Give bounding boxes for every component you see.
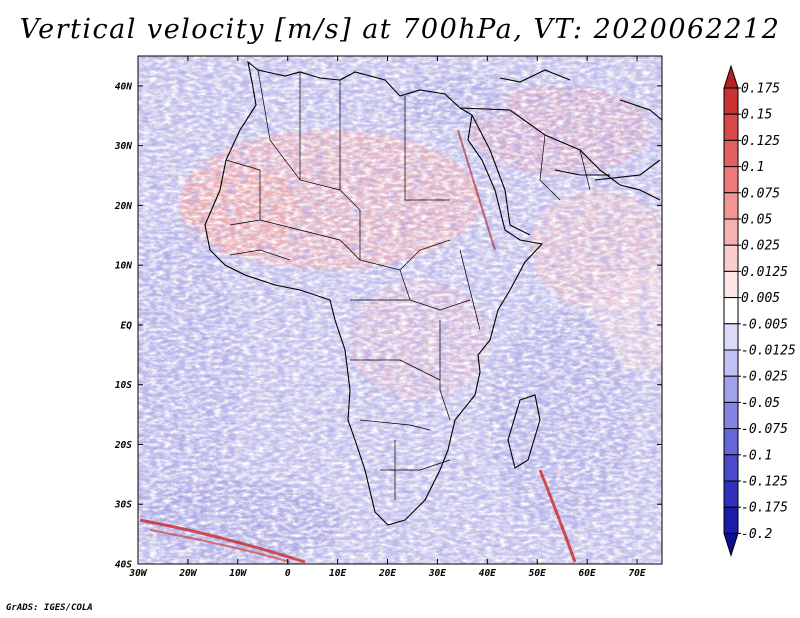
velocity-field <box>138 56 662 564</box>
map-title: Vertical velocity [m/s] at 700hPa, VT: 2… <box>19 14 781 45</box>
lat-tick-label: 10N <box>115 261 132 272</box>
colorbar-label: 0.05 <box>741 213 772 228</box>
map-frame <box>137 55 663 565</box>
lat-tick-label: 10S <box>115 380 132 391</box>
colorbar-segment <box>723 480 739 508</box>
colorbar-segment <box>723 166 739 194</box>
longitude-axis: 30W 20W 10W 0 10E 20E 30E 40E 50E 60E 70E <box>128 56 646 579</box>
colorbar-segment <box>723 139 739 168</box>
lat-tick-label: 30N <box>114 141 132 152</box>
colorbar-segment <box>723 297 739 325</box>
colorbar-label: -0.2 <box>741 527 772 542</box>
lon-tick-label: 20W <box>178 568 197 579</box>
map-figure: 30W 20W 10W 0 10E 20E 30E 40E 50E 60E 70E 40N 30N 20… <box>114 55 796 579</box>
colorbar-label: 0.125 <box>741 134 780 149</box>
colorbar-label: -0.075 <box>741 422 788 437</box>
colorbar-label: -0.0125 <box>741 344 796 359</box>
colorbar-label: -0.025 <box>741 370 788 385</box>
colorbar-min-arrow <box>723 532 739 558</box>
colorbar-segment <box>723 218 739 246</box>
lon-tick-label: 10E <box>329 568 346 579</box>
lat-tick-label: 40S <box>115 560 132 571</box>
colorbar-max-arrow <box>723 64 739 89</box>
colorbar-label: 0.025 <box>741 239 780 254</box>
latitude-axis: 40N 30N 20N 10N EQ 10S 20S 30S 40S <box>114 81 662 571</box>
colorbar-label: -0.1 <box>741 448 772 463</box>
lon-tick-label: 0 <box>285 568 291 579</box>
colorbar: 0.175 0.15 0.125 0.1 0.075 0.05 0.025 0.0125 0.0… <box>723 64 796 558</box>
colorbar-label: 0.15 <box>741 108 772 123</box>
colorbar-segment <box>723 428 739 456</box>
lon-tick-label: 30E <box>428 568 446 579</box>
colorbar-segment <box>723 270 739 299</box>
lat-tick-label: 20S <box>114 440 132 451</box>
colorbar-segment <box>723 454 739 482</box>
colorbar-segment <box>723 506 739 534</box>
colorbar-label: 0.005 <box>741 291 780 306</box>
colorbar-label: -0.175 <box>741 501 788 516</box>
lon-tick-label: 40E <box>479 568 496 579</box>
colorbar-segment <box>723 192 739 220</box>
colorbar-segment <box>723 349 739 377</box>
lon-tick-label: 60E <box>579 568 596 579</box>
coastlines <box>204 60 662 526</box>
lat-tick-label: 40N <box>115 81 132 92</box>
colorbar-label: -0.005 <box>741 317 788 332</box>
lon-tick-label: 70E <box>628 568 645 579</box>
colorbar-segment <box>723 113 739 141</box>
colorbar-label: 0.175 <box>741 82 780 97</box>
lon-tick-label: 50E <box>529 568 546 579</box>
country-borders <box>225 69 591 500</box>
lat-tick-label: 20N <box>114 201 132 212</box>
colorbar-segment <box>723 401 739 430</box>
colorbar-segment <box>723 323 739 351</box>
credit-label: GrADS: IGES/COLA <box>6 603 93 613</box>
lon-tick-label: 20E <box>378 568 396 579</box>
colorbar-segment <box>723 244 739 272</box>
colorbar-label: -0.125 <box>741 475 788 490</box>
colorbar-label: 0.075 <box>741 186 780 201</box>
colorbar-segment <box>723 87 739 115</box>
colorbar-label: 0.1 <box>741 160 764 175</box>
lon-tick-label: 30W <box>128 568 147 579</box>
lon-tick-label: 10W <box>229 568 247 579</box>
lat-tick-label: EQ <box>121 320 133 331</box>
lat-tick-label: 30S <box>114 500 132 511</box>
colorbar-label: -0.05 <box>741 396 780 411</box>
colorbar-label: 0.0125 <box>741 265 788 280</box>
colorbar-segment <box>723 375 739 403</box>
